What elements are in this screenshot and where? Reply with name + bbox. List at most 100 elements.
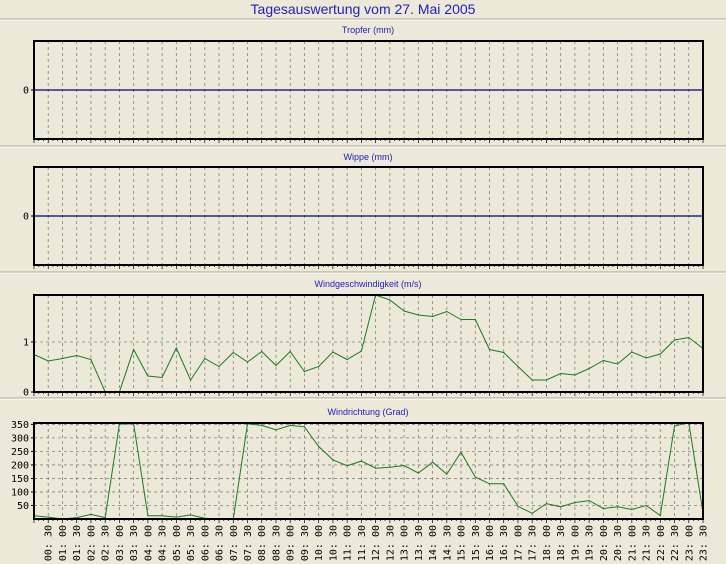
data-point: [602, 507, 604, 510]
x-tick-label: 03: 00: [115, 525, 126, 561]
data-point: [688, 336, 690, 339]
data-point: [645, 504, 647, 507]
plot-area: [34, 295, 703, 392]
data-point: [417, 472, 419, 474]
data-point: [673, 339, 676, 341]
chart-panel-2: Wippe (mm) 0: [23, 152, 704, 269]
x-tick-label: 22: 30: [670, 525, 681, 561]
x-tick-label: 12: 00: [371, 525, 382, 561]
data-point: [560, 372, 562, 375]
y-tick-label: 0: [23, 388, 29, 399]
data-point: [517, 505, 519, 507]
data-point: [545, 379, 548, 381]
data-point: [631, 351, 633, 353]
data-point: [289, 424, 291, 427]
data-point: [303, 370, 306, 373]
x-tick-label: 03: 30: [129, 525, 140, 561]
plot-frame: [33, 294, 704, 393]
data-point: [375, 467, 377, 469]
x-tick-label: 02: 30: [101, 525, 112, 561]
x-tick-label: 08: 00: [257, 525, 268, 561]
data-point: [161, 376, 163, 379]
data-point: [275, 429, 277, 431]
data-point: [346, 465, 348, 467]
data-point: [389, 466, 391, 468]
data-point: [460, 318, 462, 321]
data-point: [47, 360, 49, 362]
data-point: [531, 379, 533, 381]
x-tick-label: 12: 30: [385, 525, 396, 561]
data-point: [503, 483, 505, 485]
x-tick-label: 22: 00: [656, 525, 667, 561]
plot-frame: [33, 166, 704, 266]
x-tick-label: 10: 30: [328, 525, 339, 561]
data-point: [232, 351, 234, 354]
data-point: [261, 350, 263, 353]
x-tick-label: 14: 30: [442, 525, 453, 561]
x-tick-label: 19: 00: [570, 525, 581, 561]
y-tick-label: 100: [11, 487, 29, 498]
x-tick-label: 15: 30: [471, 525, 482, 561]
chart-panel-3: Windgeschwindigkeit (m/s) 0 1: [23, 279, 704, 399]
x-tick-label: 09: 00: [286, 525, 297, 561]
data-point: [189, 379, 192, 381]
data-point: [360, 460, 362, 462]
data-point: [389, 299, 391, 301]
data-point: [588, 367, 590, 370]
x-tick-label: 07: 00: [229, 525, 240, 561]
data-point: [332, 459, 334, 461]
data-point: [531, 512, 533, 514]
plot-area: [34, 423, 703, 519]
x-tick-label: 01: 00: [58, 525, 69, 561]
data-point: [673, 425, 676, 427]
x-tick-label: 20: 00: [599, 525, 610, 561]
chart-title: Tropfer (mm): [342, 25, 394, 35]
plot-frame: [33, 422, 704, 520]
data-point: [631, 508, 633, 511]
data-point: [488, 483, 491, 485]
data-point: [318, 445, 320, 448]
data-point: [346, 358, 348, 361]
y-tick-label: 350: [11, 420, 29, 431]
x-tick-label: 21: 00: [627, 525, 638, 561]
x-tick-label: 16: 00: [485, 525, 496, 561]
data-point: [147, 375, 149, 377]
data-point: [574, 374, 576, 376]
x-tick-label: 09: 30: [300, 525, 311, 561]
data-point: [303, 426, 306, 428]
data-point: [545, 502, 548, 505]
x-tick-label: 01: 30: [72, 525, 83, 561]
y-tick-label: 250: [11, 447, 29, 458]
data-point: [616, 506, 619, 508]
x-tick-label: 13: 30: [414, 525, 425, 561]
y-tick-label: 50: [17, 501, 29, 512]
x-tick-label: 16: 30: [499, 525, 510, 561]
x-tick-label: 05: 00: [172, 525, 183, 561]
data-point: [204, 357, 206, 360]
x-tick-label: 15: 00: [457, 525, 468, 561]
data-point: [616, 363, 619, 365]
data-point: [133, 348, 135, 351]
data-point: [218, 365, 220, 368]
data-point: [289, 350, 291, 353]
data-point: [104, 517, 106, 519]
data-point: [417, 314, 419, 316]
data-point: [76, 354, 78, 357]
data-point: [360, 350, 362, 352]
x-tick-label: 11: 00: [343, 525, 354, 561]
data-point: [246, 361, 249, 363]
x-tick-label: 21: 30: [642, 525, 653, 561]
data-point: [90, 358, 92, 361]
x-tick-label: 19: 30: [585, 525, 596, 561]
data-point: [645, 357, 647, 359]
chart-title: Wippe (mm): [344, 152, 393, 162]
x-tick-label: 04: 00: [143, 525, 154, 561]
data-line: [33, 294, 704, 393]
data-point: [261, 424, 263, 427]
data-point: [517, 365, 519, 368]
x-tick-label: 06: 00: [200, 525, 211, 561]
data-point: [403, 310, 405, 312]
data-point: [175, 347, 177, 349]
